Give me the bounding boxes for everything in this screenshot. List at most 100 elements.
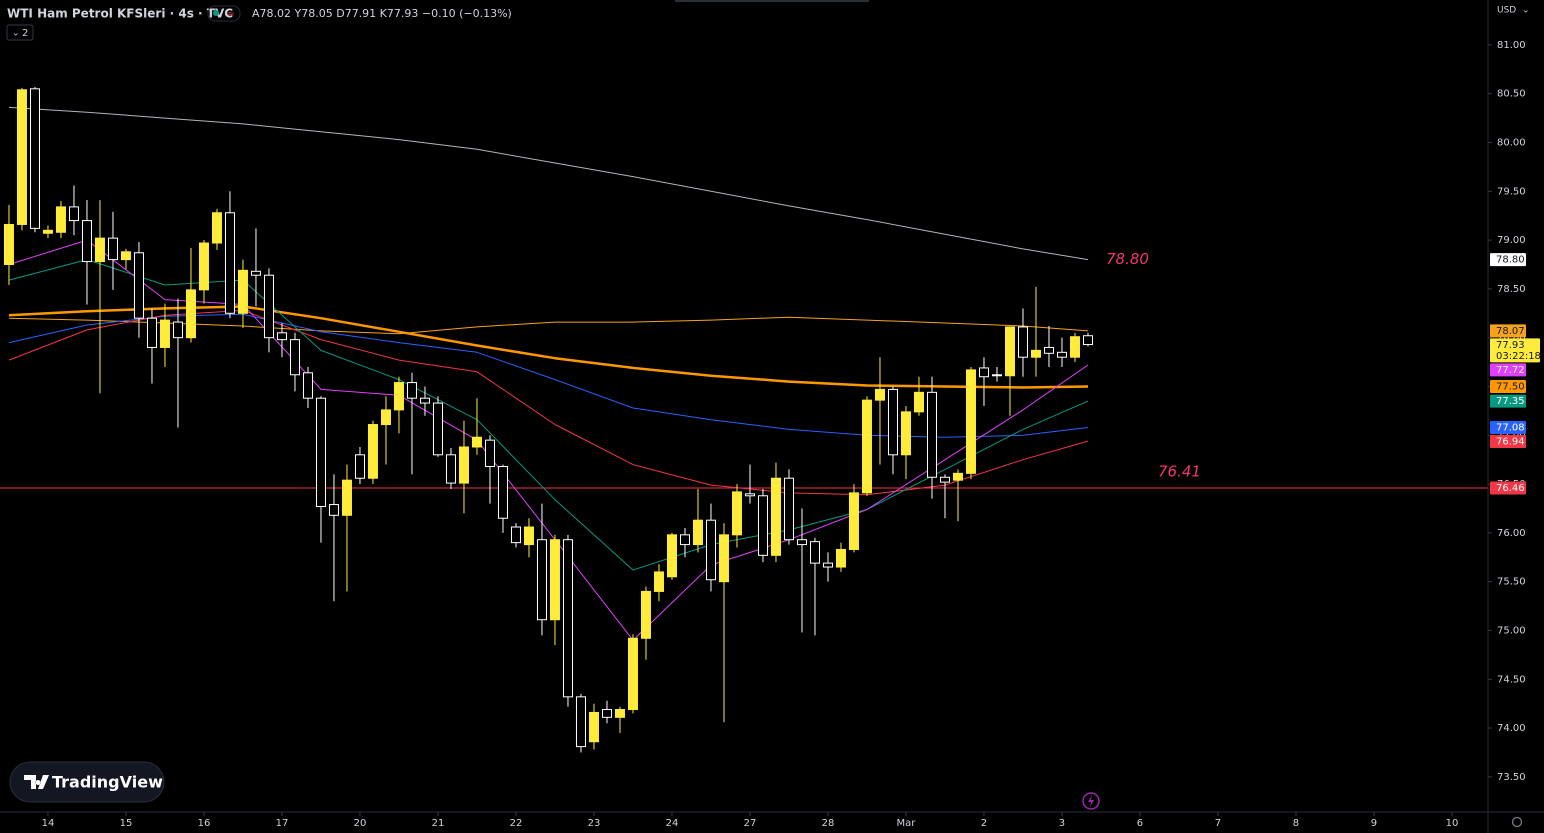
candle-body (783, 477, 794, 541)
logo-box[interactable] (9, 761, 165, 803)
x-tick-label: 15 (120, 818, 133, 829)
y-tick-label: 80.00 (1497, 137, 1526, 148)
price-label-box (1490, 481, 1526, 495)
candle-body (250, 270, 261, 276)
plot-area (0, 86, 1488, 753)
candle-body (653, 571, 664, 592)
x-tick-label: 6 (1137, 818, 1143, 829)
candle-body (1069, 336, 1080, 358)
candle-body (588, 711, 599, 743)
candle-body (354, 454, 365, 479)
candle-body (419, 397, 430, 404)
x-tick-label: 10 (1446, 818, 1459, 829)
candle-body (666, 534, 677, 578)
y-tick-label: 74.50 (1497, 674, 1526, 685)
candle-body (861, 399, 872, 494)
price-label: 78.07 (1496, 326, 1525, 337)
price-label: 77.35 (1496, 396, 1525, 407)
x-tick-label: 7 (1215, 818, 1221, 829)
candle-body (627, 637, 638, 711)
candle-body (224, 212, 235, 314)
y-tick-label: 73.50 (1497, 772, 1526, 783)
event-icon[interactable] (1082, 792, 1100, 810)
indicator-line (8, 106, 1089, 261)
price-label-box (1490, 324, 1526, 338)
status-pill[interactable] (207, 5, 241, 22)
candle-body (601, 709, 612, 718)
candle-body (68, 206, 79, 222)
x-tick-label: 16 (198, 818, 211, 829)
candle-body (1082, 335, 1093, 346)
price-label-box (1490, 379, 1526, 393)
candle-body (432, 402, 443, 456)
x-tick-label: 21 (432, 818, 445, 829)
status-dot (213, 10, 219, 16)
candle-body (172, 321, 183, 339)
candle-body (978, 367, 989, 378)
annotation: 76.41 (1158, 463, 1201, 481)
candle-body (848, 492, 859, 550)
indicator-toggle[interactable] (6, 24, 34, 41)
candle-body (887, 388, 898, 456)
ohlc-legend: A78.02 Y78.05 D77.91 K77.93 −0.10 (−0.13… (252, 7, 512, 20)
y-tick-label: 80.50 (1497, 89, 1526, 100)
candle-body (484, 439, 495, 468)
x-tick-label: 20 (354, 818, 367, 829)
settings-icon[interactable] (1511, 816, 1523, 828)
x-tick-label: 24 (666, 818, 679, 829)
candle-body (328, 504, 339, 516)
candle-body (497, 466, 508, 519)
x-tick-label: 14 (42, 818, 55, 829)
candle-body (744, 493, 755, 497)
candle-body (809, 541, 820, 564)
candle-body (393, 382, 404, 411)
candle-body (237, 269, 248, 314)
x-tick-label: 28 (822, 818, 835, 829)
candle-body (874, 388, 885, 401)
candle-body (731, 491, 742, 536)
candle-body (549, 539, 560, 621)
price-label-box (1490, 434, 1526, 448)
indicator-count: 2 (22, 28, 28, 39)
price-label: 77.72 (1496, 365, 1525, 376)
candle-body (341, 479, 352, 516)
candle-body (614, 709, 625, 718)
candle-body (3, 223, 14, 265)
candle-body (562, 539, 573, 698)
candle-body (718, 534, 729, 583)
y-tick-label: 75.50 (1497, 577, 1526, 588)
price-label-box (1490, 338, 1540, 363)
candle-body (1056, 351, 1067, 358)
y-tick-label: 74.00 (1497, 723, 1526, 734)
x-tick-label: 3 (1059, 818, 1065, 829)
symbol-title[interactable]: WTI Ham Petrol KFSleri · 4s · TVC (7, 7, 233, 21)
candle-body (159, 319, 170, 348)
candle-body (146, 317, 157, 348)
y-tick-label: 75.00 (1497, 625, 1526, 636)
candle-body (133, 252, 144, 319)
candle-body (1017, 326, 1028, 358)
candle-body (822, 562, 833, 568)
candle-body (471, 436, 482, 448)
candle-body (302, 372, 313, 399)
candle-body (991, 374, 1002, 377)
y-tick-label: 79.00 (1497, 235, 1526, 246)
y-tick-label: 78.50 (1497, 284, 1526, 295)
candle-body (1030, 349, 1041, 358)
price-label: 76.94 (1496, 436, 1525, 447)
candle-body (575, 696, 586, 748)
currency[interactable]: USD (1497, 6, 1516, 16)
currency-chevron: ⌄ (1522, 6, 1530, 16)
logo-icon (24, 775, 49, 789)
candle-body (835, 548, 846, 568)
y-tick-label: 79.50 (1497, 186, 1526, 197)
candle-body (523, 526, 534, 546)
y-tick-label: 76.00 (1497, 528, 1526, 539)
top-handle[interactable] (675, 0, 869, 2)
candle-body (1004, 326, 1015, 377)
candle-body (796, 539, 807, 546)
x-tick-label: 8 (1293, 818, 1299, 829)
